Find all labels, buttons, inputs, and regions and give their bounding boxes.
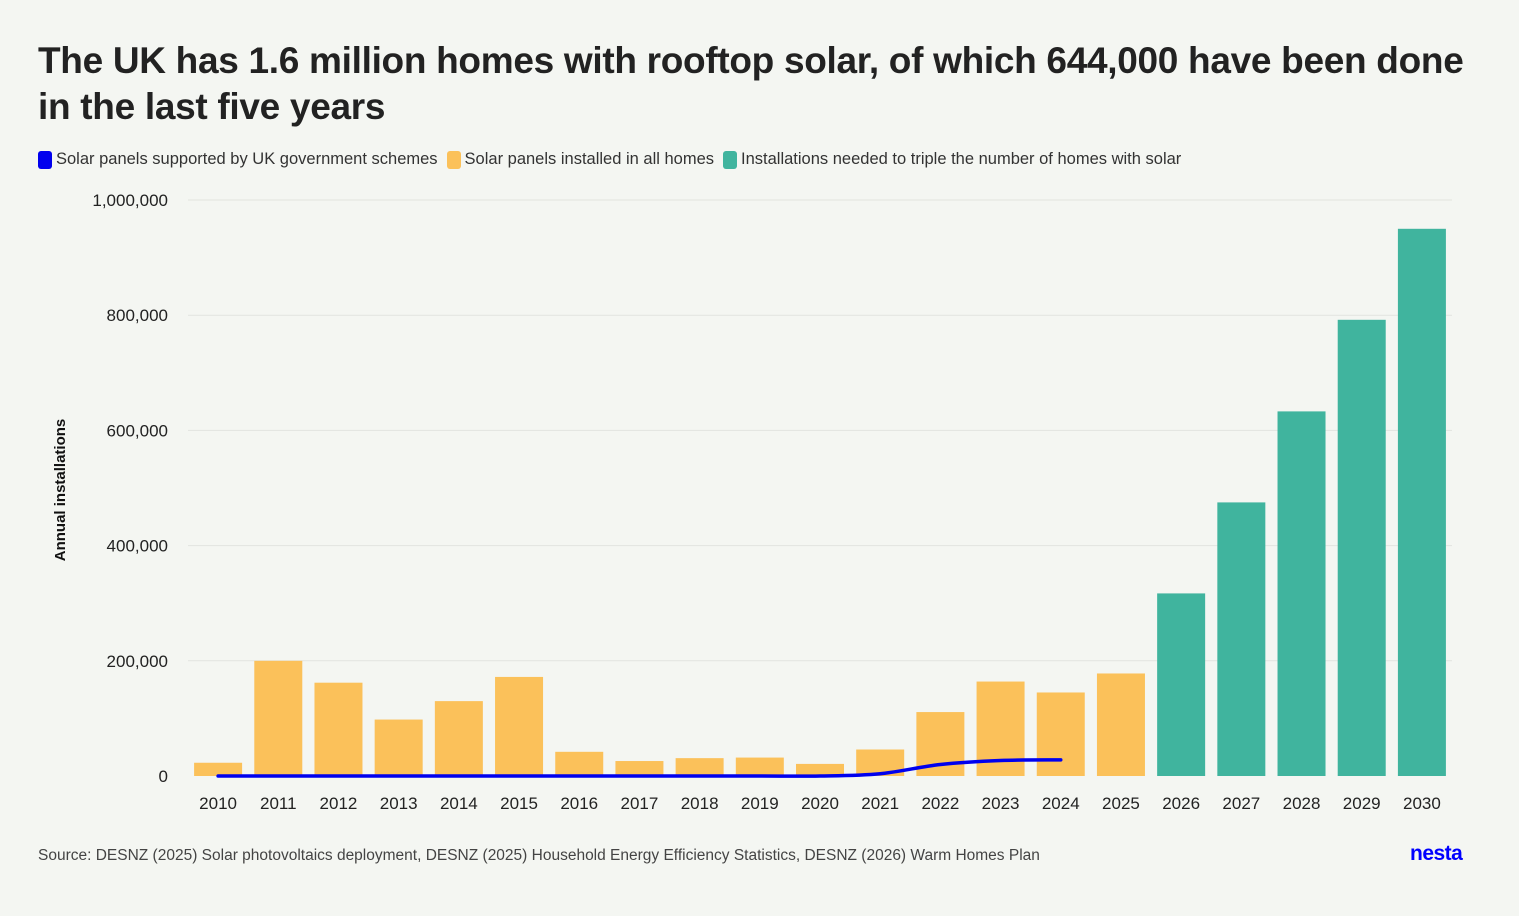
legend-label-government-schemes: Solar panels supported by UK government … — [56, 150, 438, 168]
bar-2027 — [1217, 502, 1266, 776]
bar-2028 — [1277, 411, 1326, 776]
x-tick-label: 2015 — [500, 794, 538, 813]
bar-2016 — [555, 751, 604, 776]
bar-2010 — [194, 762, 243, 776]
x-tick-label: 2021 — [861, 794, 899, 813]
bar-2018 — [675, 758, 724, 776]
nesta-logo: nesta — [1410, 842, 1463, 865]
x-tick-label: 2022 — [921, 794, 959, 813]
bar-2019 — [735, 757, 784, 776]
legend-label-triple-needed: Installations needed to triple the numbe… — [741, 150, 1182, 168]
x-tick-label: 2016 — [560, 794, 598, 813]
x-tick-label: 2019 — [741, 794, 779, 813]
x-tick-label: 2029 — [1343, 794, 1381, 813]
chart-title: The UK has 1.6 million homes with roofto… — [38, 40, 1464, 127]
legend: Solar panels supported by UK government … — [38, 150, 1190, 169]
x-tick-label: 2018 — [681, 794, 719, 813]
bar-2026 — [1157, 593, 1206, 776]
legend-item-triple-needed: Installations needed to triple the numbe… — [723, 150, 1181, 169]
bar-2014 — [434, 701, 483, 776]
x-tick-label: 2027 — [1222, 794, 1260, 813]
x-tick-label: 2028 — [1283, 794, 1321, 813]
y-tick-label: 1,000,000 — [92, 191, 168, 210]
bar-2024 — [1036, 692, 1085, 776]
x-tick-label: 2013 — [380, 794, 418, 813]
legend-item-all-homes: Solar panels installed in all homes — [446, 150, 715, 169]
y-tick-label: 400,000 — [107, 537, 168, 556]
legend-swatch-triple-needed — [723, 150, 738, 169]
x-tick-label: 2023 — [982, 794, 1020, 813]
bar-2029 — [1337, 319, 1386, 776]
bar-2013 — [374, 719, 423, 776]
y-tick-label: 600,000 — [107, 421, 168, 440]
x-tick-label: 2026 — [1162, 794, 1200, 813]
x-tick-label: 2017 — [621, 794, 659, 813]
legend-swatch-all-homes — [446, 150, 461, 169]
bar-2025 — [1096, 673, 1145, 776]
bar-2011 — [254, 660, 303, 776]
legend-item-government-schemes: Solar panels supported by UK government … — [38, 150, 438, 169]
y-tick-label: 200,000 — [107, 652, 168, 671]
bar-2012 — [314, 682, 363, 776]
x-tick-label: 2010 — [199, 794, 237, 813]
bar-2017 — [615, 761, 664, 776]
x-tick-label: 2030 — [1403, 794, 1441, 813]
legend-swatch-government-schemes — [38, 150, 52, 169]
bar-2030 — [1397, 228, 1446, 777]
x-tick-label: 2024 — [1042, 794, 1080, 813]
x-tick-label: 2012 — [320, 794, 358, 813]
bar-2015 — [495, 676, 544, 776]
y-tick-label: 0 — [159, 767, 168, 786]
y-tick-label: 800,000 — [107, 306, 168, 325]
x-tick-label: 2025 — [1102, 794, 1140, 813]
y-axis-title: Annual installations — [52, 419, 69, 562]
x-tick-label: 2020 — [801, 794, 839, 813]
source-note: Source: DESNZ (2025) Solar photovoltaics… — [38, 847, 1040, 864]
x-tick-label: 2014 — [440, 794, 478, 813]
bar-2020 — [796, 763, 844, 776]
x-tick-label: 2011 — [260, 794, 297, 813]
legend-label-all-homes: Solar panels installed in all homes — [464, 150, 715, 168]
